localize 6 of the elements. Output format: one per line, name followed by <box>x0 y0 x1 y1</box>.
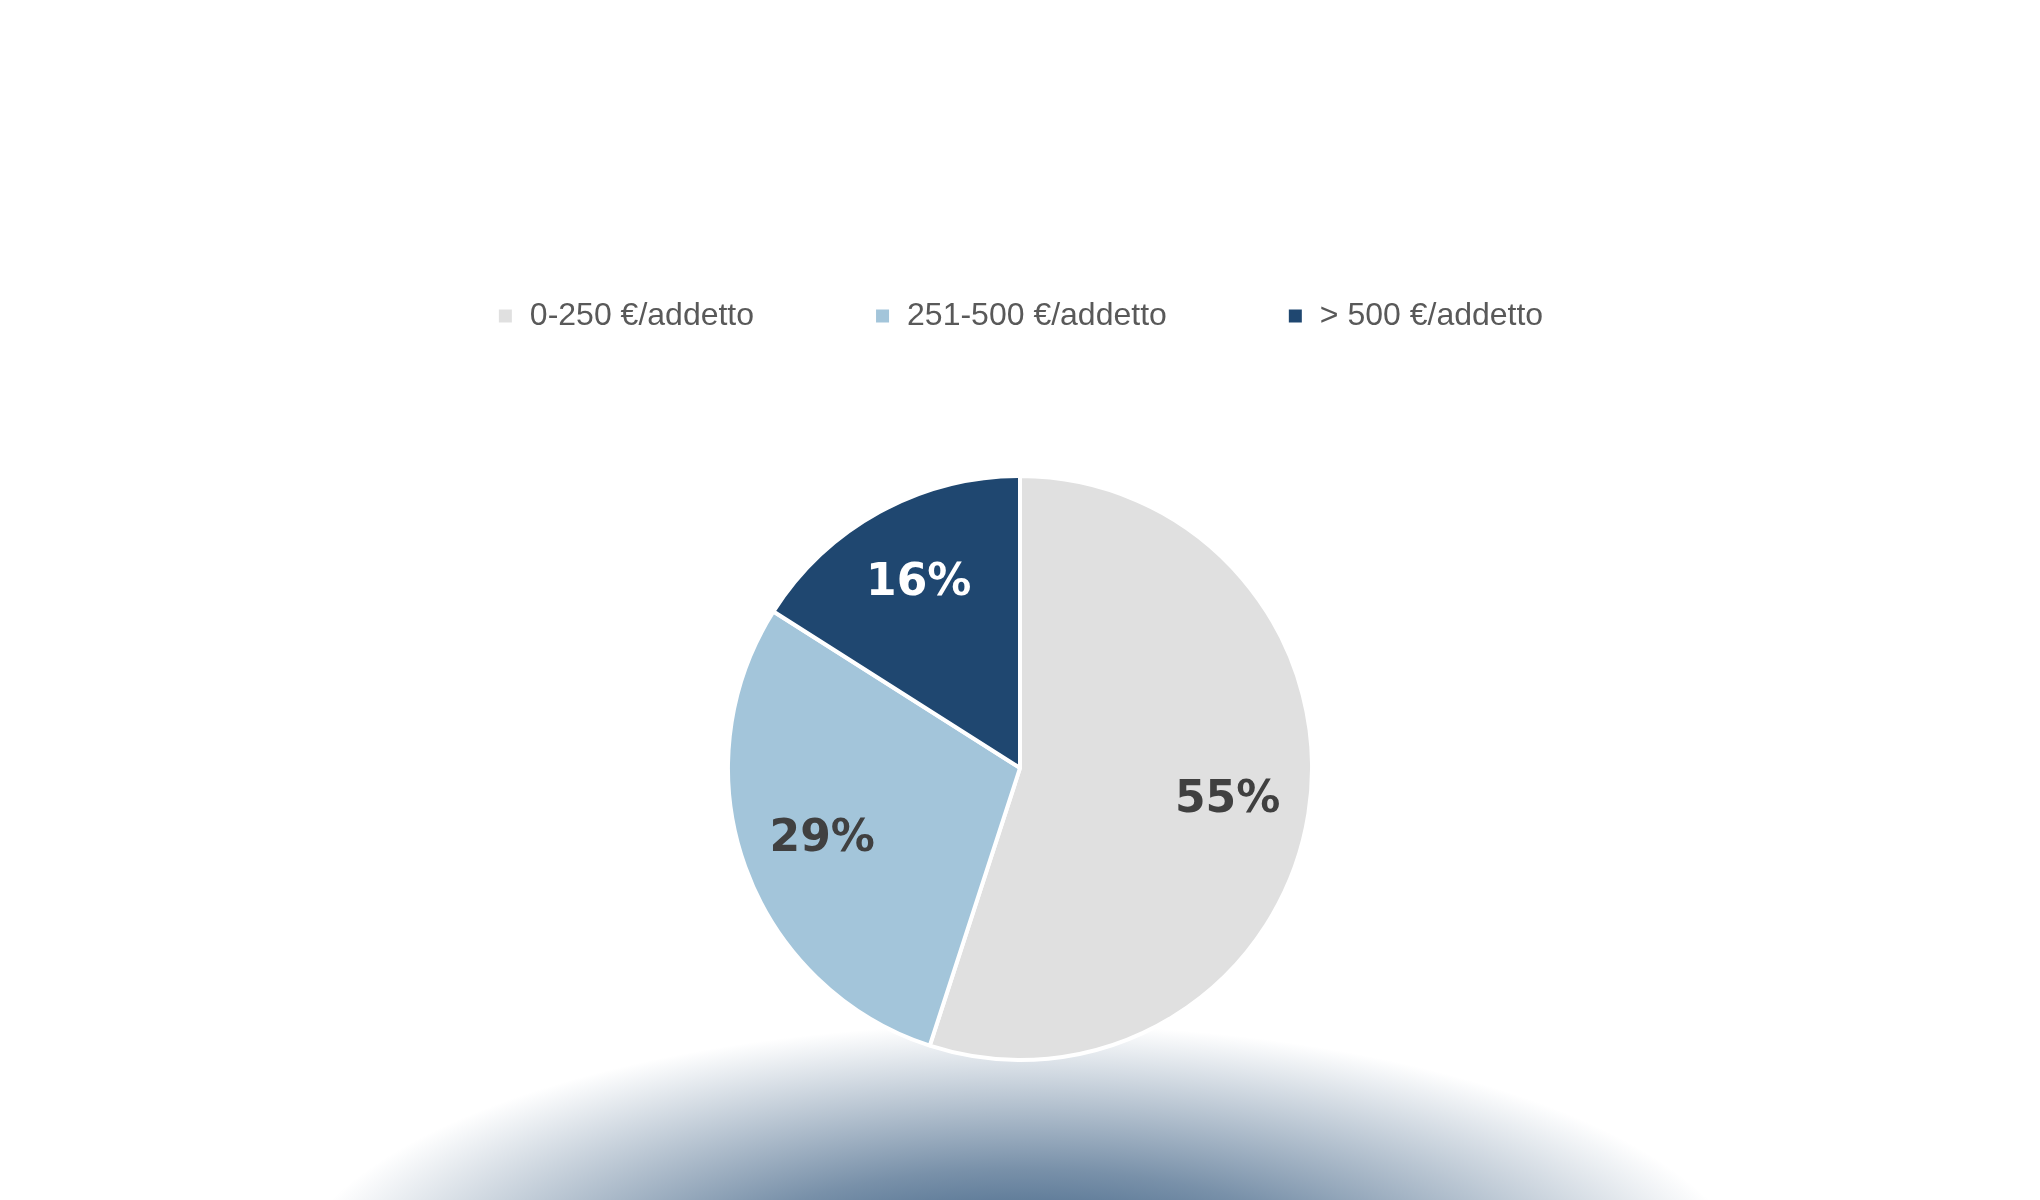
data-label: 16% <box>866 554 972 606</box>
data-label: 29% <box>769 809 875 861</box>
legend-label: 251-500 €/addetto <box>907 295 1167 332</box>
legend-label: > 500 €/addetto <box>1319 295 1544 332</box>
data-label: 55% <box>1174 771 1281 823</box>
legend-label: 0-250 €/addetto <box>529 295 755 332</box>
